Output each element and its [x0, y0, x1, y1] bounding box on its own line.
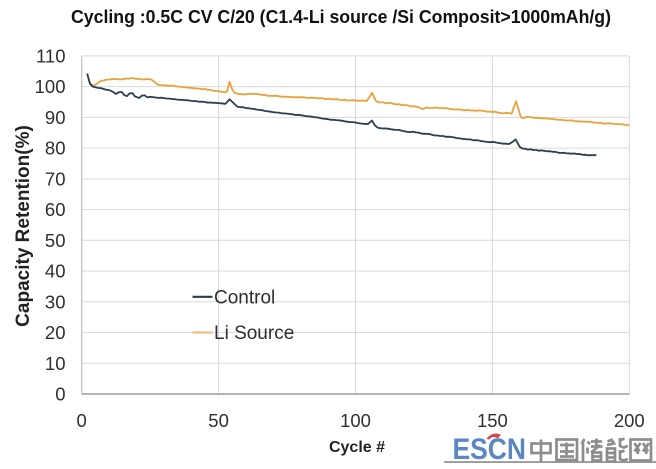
svg-text:50: 50: [208, 410, 229, 431]
svg-text:Capacity Retention(%): Capacity Retention(%): [13, 125, 34, 327]
svg-text:30: 30: [45, 291, 66, 312]
svg-text:80: 80: [45, 138, 66, 159]
svg-text:10: 10: [45, 353, 66, 374]
svg-text:20: 20: [45, 322, 66, 343]
svg-text:60: 60: [45, 199, 66, 220]
svg-text:Li Source: Li Source: [214, 323, 294, 344]
svg-text:100: 100: [35, 76, 66, 97]
svg-text:0: 0: [55, 384, 65, 405]
svg-text:0: 0: [77, 410, 87, 431]
svg-text:110: 110: [36, 46, 66, 67]
svg-text:Cycling :0.5C CV C/20 (C1.4-Li: Cycling :0.5C CV C/20 (C1.4-Li source /S…: [71, 7, 611, 27]
svg-text:40: 40: [45, 261, 66, 282]
svg-text:90: 90: [45, 107, 66, 128]
svg-text:70: 70: [45, 169, 66, 190]
svg-text:100: 100: [340, 410, 371, 431]
svg-text:Cycle #: Cycle #: [329, 439, 385, 456]
svg-text:150: 150: [477, 410, 508, 431]
svg-text:50: 50: [45, 230, 66, 251]
svg-text:200: 200: [614, 410, 645, 431]
svg-text:Control: Control: [214, 288, 275, 309]
